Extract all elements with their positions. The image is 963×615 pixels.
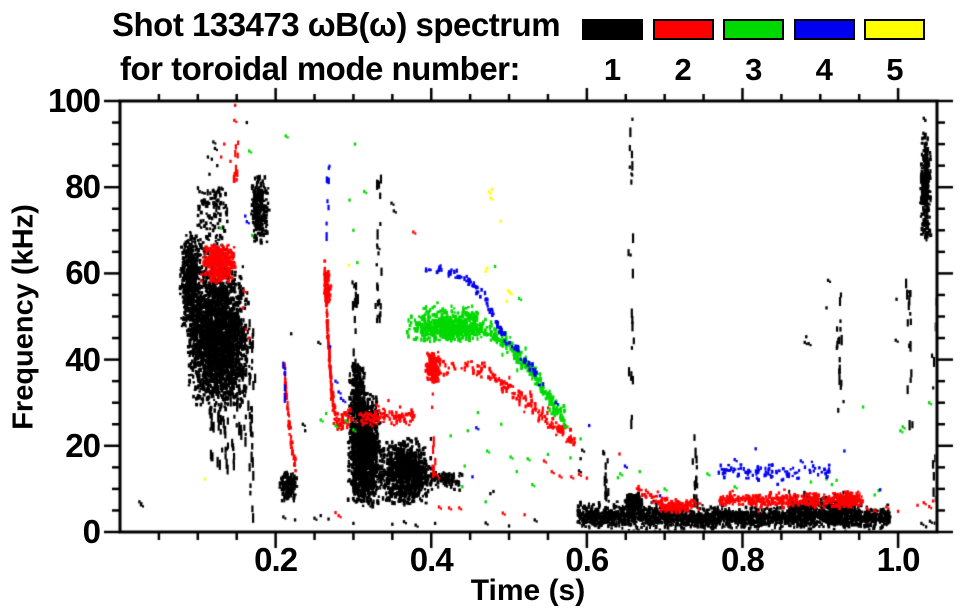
legend-label-mode-4: 4 bbox=[815, 52, 833, 87]
legend-swatch-mode-4 bbox=[793, 19, 855, 40]
legend-label-mode-5: 5 bbox=[886, 52, 904, 87]
x-tick-label-0.2: 0.2 bbox=[254, 541, 298, 578]
x-tick-label-0.8: 0.8 bbox=[721, 541, 765, 578]
chart-title-line2: for toroidal mode number: bbox=[120, 50, 521, 87]
y-tick-label-100: 100 bbox=[47, 82, 101, 119]
x-tick-label-1.0: 1.0 bbox=[876, 541, 921, 578]
x-axis-title: Time (s) bbox=[470, 574, 586, 607]
mode-legend: 1 2 3 4 5 bbox=[0, 0, 963, 100]
y-axis-title: Frequency (kHz) bbox=[7, 204, 40, 430]
x-tick-label-0.4: 0.4 bbox=[409, 541, 454, 578]
legend-swatch-mode-1 bbox=[582, 19, 643, 40]
legend-swatch-mode-2 bbox=[652, 19, 714, 40]
y-tick-label-80: 80 bbox=[65, 168, 101, 206]
legend-swatch-mode-5 bbox=[864, 19, 926, 40]
legend-swatch-mode-3 bbox=[723, 19, 785, 40]
x-tick-label-0.6: 0.6 bbox=[565, 541, 609, 578]
y-tick-label-40: 40 bbox=[65, 340, 101, 378]
y-tick-label-0: 0 bbox=[82, 513, 101, 550]
legend-label-mode-3: 3 bbox=[745, 52, 763, 87]
y-tick-label-60: 60 bbox=[65, 254, 101, 292]
chart-title-line1: Shot 133473 ωB(ω) spectrum bbox=[112, 6, 561, 43]
legend-label-mode-1: 1 bbox=[603, 52, 622, 87]
legend-label-mode-2: 2 bbox=[674, 52, 692, 87]
y-tick-label-20: 20 bbox=[65, 426, 101, 464]
